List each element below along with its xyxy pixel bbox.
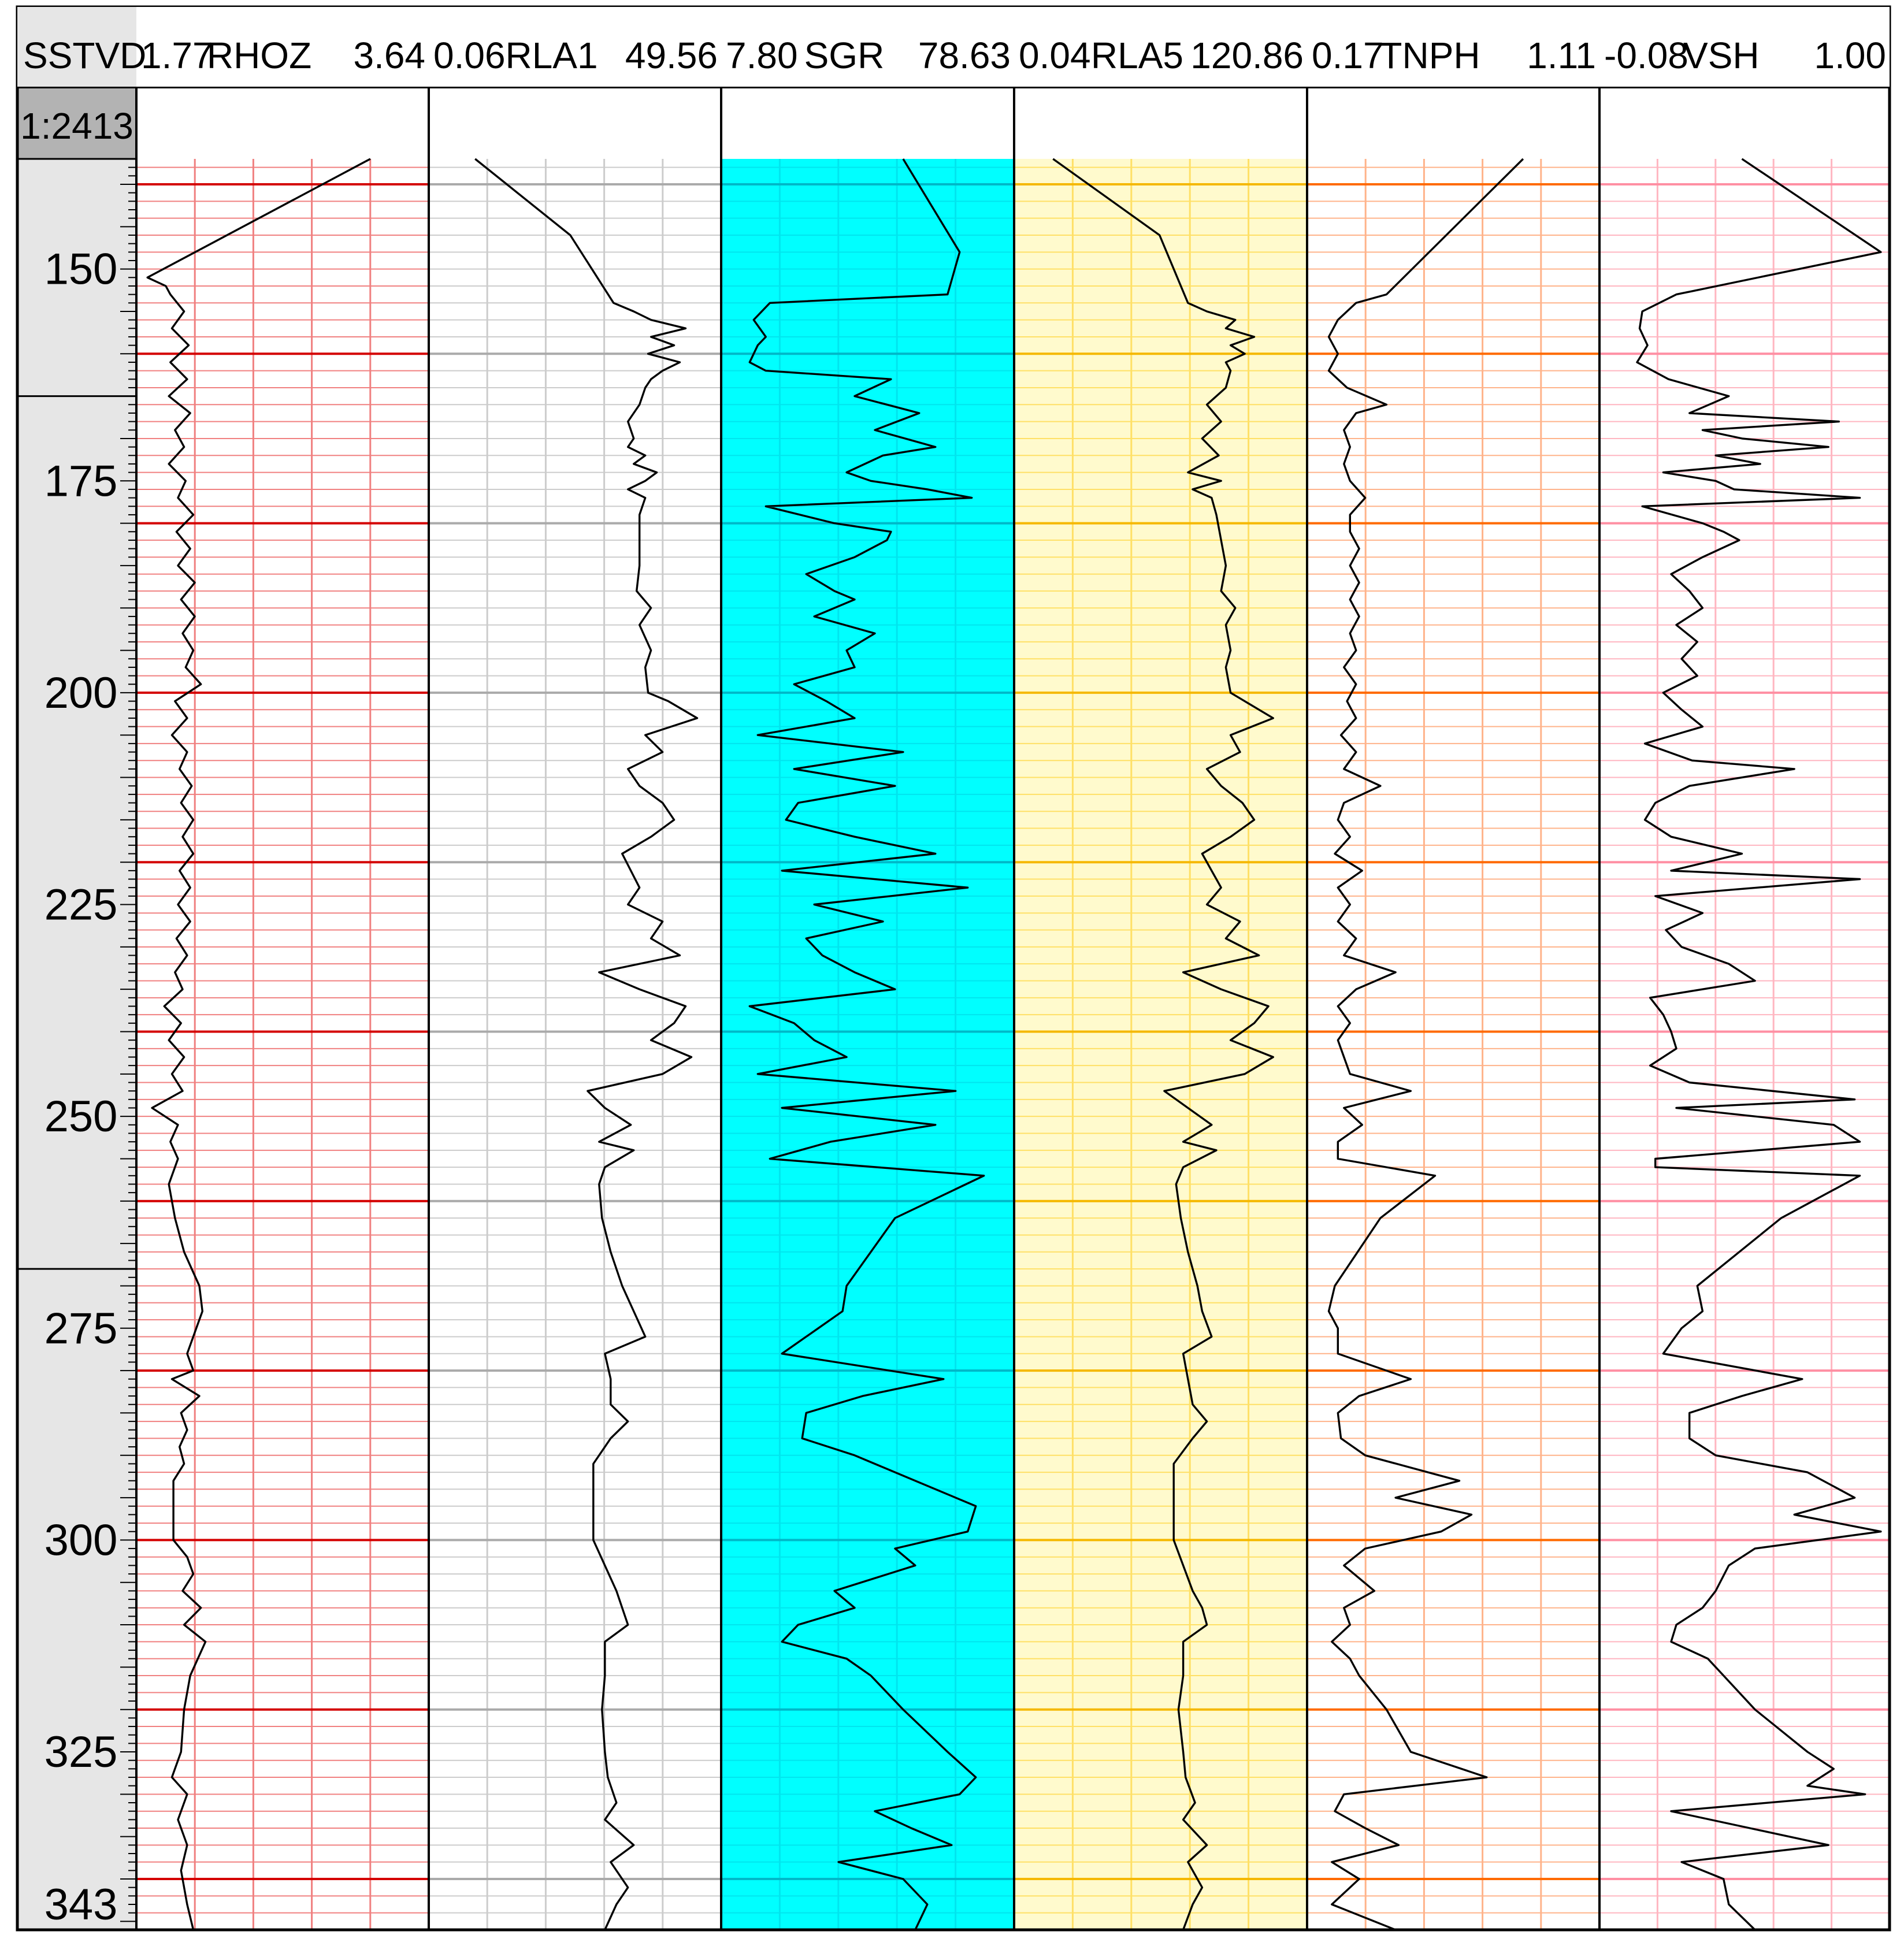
depth-tick-label: 250 <box>44 1092 118 1141</box>
depth-tick-label: 325 <box>44 1728 118 1777</box>
track-min-label: 0.06 <box>433 35 506 76</box>
curve-rla5 <box>1052 158 1275 1930</box>
track-max-label: 78.63 <box>918 35 1011 76</box>
track-min-label: 0.04 <box>1019 35 1091 76</box>
track-min-label: 0.17 <box>1312 35 1384 76</box>
track-name-label: RLA1 <box>505 35 597 76</box>
track-background <box>721 159 1014 1930</box>
track-vsh <box>1599 158 1890 1931</box>
track-background <box>1599 159 1890 1930</box>
curve-rhoz <box>146 158 371 1930</box>
depth-mnemonic: SSTVD <box>23 35 146 76</box>
track-name-label: VSH <box>1683 35 1760 76</box>
track-min-label: -0.08 <box>1604 35 1688 76</box>
track-rla5 <box>1014 158 1307 1930</box>
track-name-label: RHOZ <box>207 35 311 76</box>
curve-sgr <box>748 158 985 1930</box>
curve-rla1 <box>474 158 699 1930</box>
depth-tick-label: 150 <box>44 245 118 294</box>
track-max-label: 3.64 <box>353 35 425 76</box>
track-name-label: TNPH <box>1379 35 1480 76</box>
track-sgr <box>721 158 1014 1930</box>
track-min-label: 1.77 <box>141 35 213 76</box>
track-background <box>1307 159 1599 1930</box>
track-name-label: RLA5 <box>1091 35 1183 76</box>
track-max-label: 49.56 <box>625 35 718 76</box>
depth-tick-label: 225 <box>44 881 118 930</box>
track-background <box>429 159 721 1930</box>
depth-header-background <box>17 7 136 87</box>
depth-tick-label: 200 <box>44 669 118 718</box>
curve-vsh <box>1636 158 1882 1931</box>
track-background <box>1014 159 1307 1930</box>
depth-tick-label: 175 <box>44 456 118 506</box>
depth-track-background <box>17 7 136 1930</box>
track-max-label: 1.00 <box>1814 35 1886 76</box>
track-max-label: 120.86 <box>1190 35 1304 76</box>
track-max-label: 1.11 <box>1527 35 1596 76</box>
scale-box <box>17 87 136 159</box>
track-rla1 <box>429 158 721 1930</box>
depth-tick-label: 343 <box>44 1880 118 1929</box>
track-name-label: SGR <box>804 35 885 76</box>
header-background <box>17 7 1890 87</box>
curve-tnph <box>1327 158 1524 1931</box>
depth-tick-label: 275 <box>44 1304 118 1353</box>
track-tnph <box>1307 158 1599 1931</box>
track-min-label: 7.80 <box>726 35 798 76</box>
depth-tick-label: 300 <box>44 1516 118 1565</box>
log-tracks <box>136 158 1890 1931</box>
track-background <box>136 159 429 1930</box>
track-rhoz <box>136 158 429 1930</box>
depth-track: 150 175 200 225 250 275 300 325 343 1:2413 <box>17 7 136 1930</box>
scale-label: 1:2413 <box>20 105 133 147</box>
